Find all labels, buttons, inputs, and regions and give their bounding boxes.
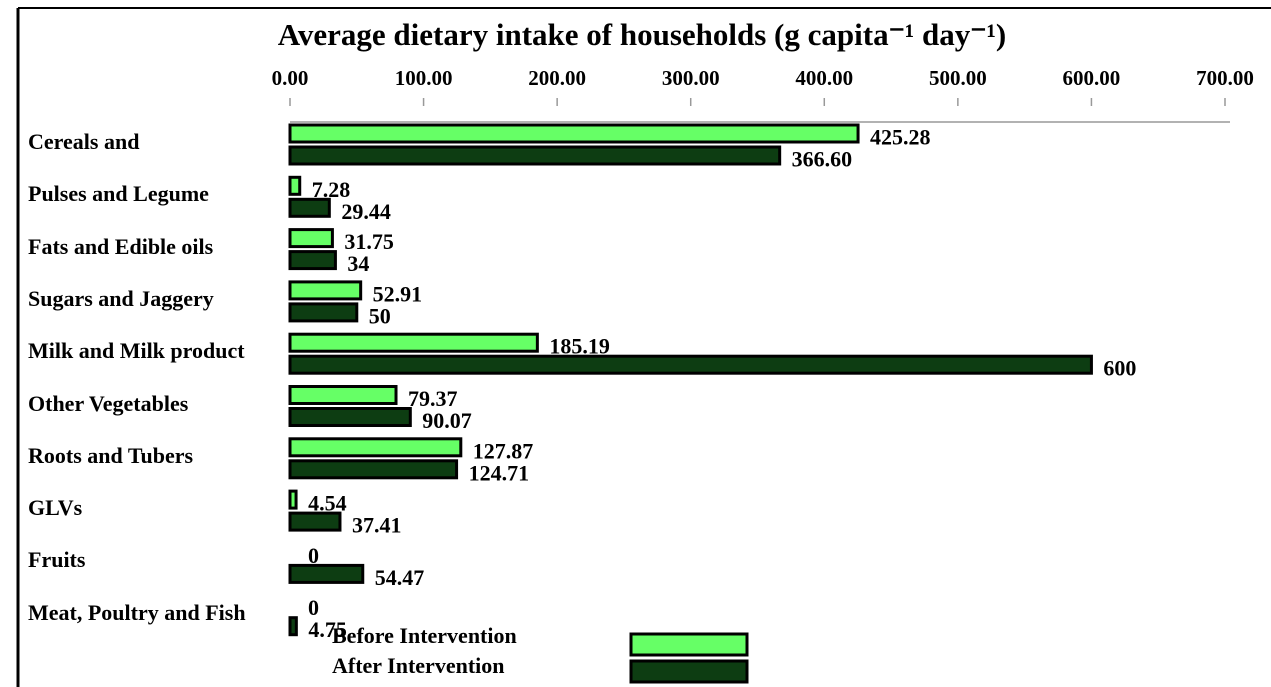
category-label: Sugars and Jaggery	[28, 285, 214, 311]
data-label: 0	[308, 543, 319, 568]
bar	[288, 511, 342, 532]
bar	[288, 197, 331, 218]
bar	[288, 250, 337, 271]
data-label: 50	[369, 303, 391, 328]
data-label: 366.60	[792, 147, 853, 172]
category-label: Cereals and	[28, 129, 140, 154]
category-label: Fats and Edible oils	[28, 233, 214, 259]
category-label: Other Vegetables	[28, 390, 189, 416]
category-label: Roots and Tubers	[28, 442, 194, 468]
bar	[288, 616, 298, 637]
x-tick-label: 700.00	[1196, 66, 1254, 90]
data-label: 34	[347, 251, 369, 276]
bar	[288, 302, 359, 323]
data-label: 90.07	[422, 408, 472, 433]
data-label: 54.47	[375, 565, 425, 590]
data-label: 600	[1103, 356, 1136, 381]
bar	[288, 280, 363, 301]
data-label: 7.28	[312, 177, 351, 202]
bar	[288, 563, 365, 584]
data-label: 4.54	[308, 491, 347, 516]
bar	[288, 123, 860, 144]
x-tick-label: 200.00	[528, 66, 586, 90]
bar	[288, 354, 1093, 375]
data-label: 425.28	[870, 125, 931, 150]
category-label: Fruits	[28, 547, 86, 573]
x-tick-label: 400.00	[795, 66, 853, 90]
data-label: 37.41	[352, 513, 402, 538]
bar	[288, 459, 459, 480]
legend-swatch	[629, 659, 749, 684]
legend-label: Before Intervention	[332, 623, 517, 648]
legend-label: After Intervention	[332, 653, 505, 678]
data-label: 185.19	[549, 334, 610, 359]
bar	[288, 145, 782, 166]
legend-swatch	[629, 632, 749, 657]
category-label: Meat, Poultry and Fish	[28, 599, 246, 625]
data-label: 79.37	[408, 386, 458, 411]
x-tick-label: 100.00	[395, 66, 453, 90]
category-label: Pulses and Legume	[28, 181, 209, 207]
bar	[288, 228, 334, 249]
bar	[288, 385, 398, 405]
x-tick-label: 300.00	[662, 66, 720, 90]
bar	[288, 175, 302, 196]
bar	[288, 489, 298, 510]
data-label: 31.75	[344, 229, 394, 254]
x-tick-label: 500.00	[929, 66, 987, 90]
category-label: GLVs	[28, 495, 83, 521]
x-tick-label: 0.00	[272, 66, 309, 90]
category-label: Milk and Milk product	[28, 338, 245, 364]
data-label: 4.75	[308, 617, 347, 642]
chart-title: Average dietary intake of households (g …	[278, 17, 1006, 52]
bar	[288, 332, 539, 353]
data-label: 52.91	[373, 281, 423, 306]
data-label: 124.71	[469, 460, 529, 485]
data-label: 0	[308, 595, 319, 620]
data-label: 29.44	[341, 199, 391, 224]
bar	[288, 437, 463, 458]
x-tick-label: 600.00	[1063, 66, 1121, 90]
data-label: 127.87	[473, 438, 534, 463]
bar	[288, 407, 412, 427]
